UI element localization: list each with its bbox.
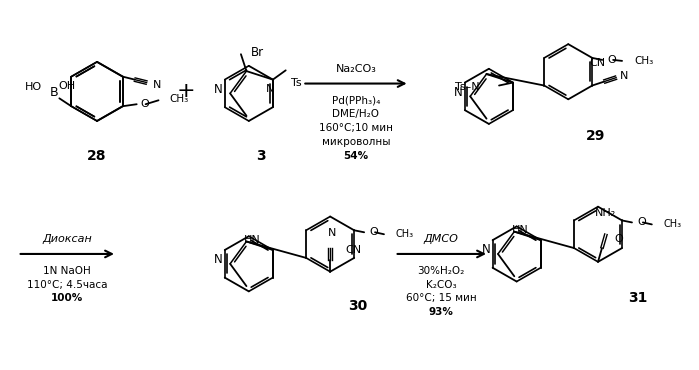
Text: 110°C; 4.5часа: 110°C; 4.5часа — [27, 280, 108, 290]
Text: CN: CN — [589, 58, 605, 68]
Text: 93%: 93% — [428, 307, 454, 317]
Text: Диоксан: Диоксан — [43, 234, 92, 244]
Text: Pd(PPh₃)₄: Pd(PPh₃)₄ — [332, 95, 380, 105]
Text: O: O — [637, 218, 646, 228]
Text: 54%: 54% — [343, 151, 368, 161]
Text: 3: 3 — [256, 149, 266, 162]
Text: Ts–N: Ts–N — [454, 83, 480, 92]
Text: +: + — [177, 81, 196, 101]
Text: 30: 30 — [348, 299, 368, 313]
Text: Na₂CO₃: Na₂CO₃ — [336, 64, 376, 74]
Text: 160°C;10 мин: 160°C;10 мин — [319, 123, 393, 133]
Text: микроволны: микроволны — [322, 137, 390, 147]
Text: O: O — [369, 227, 378, 237]
Text: HN: HN — [512, 225, 529, 235]
Text: 29: 29 — [586, 129, 606, 143]
Text: CH₃: CH₃ — [169, 94, 189, 104]
Text: K₂CO₃: K₂CO₃ — [426, 280, 456, 290]
Text: 31: 31 — [628, 292, 647, 305]
Text: N: N — [266, 84, 274, 94]
Text: O: O — [140, 99, 150, 109]
Text: N: N — [152, 80, 161, 90]
Text: O: O — [614, 234, 623, 244]
Text: DME/H₂O: DME/H₂O — [333, 109, 380, 119]
Text: 1N NaOH: 1N NaOH — [43, 266, 91, 276]
Text: CH₃: CH₃ — [396, 229, 414, 239]
Text: CH₃: CH₃ — [664, 219, 682, 229]
Text: 28: 28 — [87, 149, 107, 162]
Text: NH₂: NH₂ — [596, 208, 617, 219]
Text: 100%: 100% — [51, 293, 83, 303]
Text: Br: Br — [251, 46, 264, 59]
Text: CH₃: CH₃ — [634, 56, 654, 66]
Text: B: B — [50, 86, 59, 99]
Text: CN: CN — [345, 245, 361, 255]
Text: HO: HO — [25, 81, 43, 91]
Text: N: N — [328, 228, 336, 238]
Text: N: N — [482, 243, 491, 256]
Text: N: N — [214, 253, 223, 266]
Text: OH: OH — [58, 81, 75, 91]
Text: N: N — [454, 85, 463, 98]
Text: 60°C; 15 мин: 60°C; 15 мин — [406, 293, 477, 303]
Text: Ts: Ts — [291, 78, 301, 88]
Text: HN: HN — [244, 235, 261, 245]
Text: N: N — [214, 83, 223, 95]
Text: ДМСО: ДМСО — [424, 234, 459, 244]
Text: O: O — [607, 55, 616, 65]
Text: 30%H₂O₂: 30%H₂O₂ — [417, 266, 465, 276]
Text: N: N — [620, 71, 628, 81]
